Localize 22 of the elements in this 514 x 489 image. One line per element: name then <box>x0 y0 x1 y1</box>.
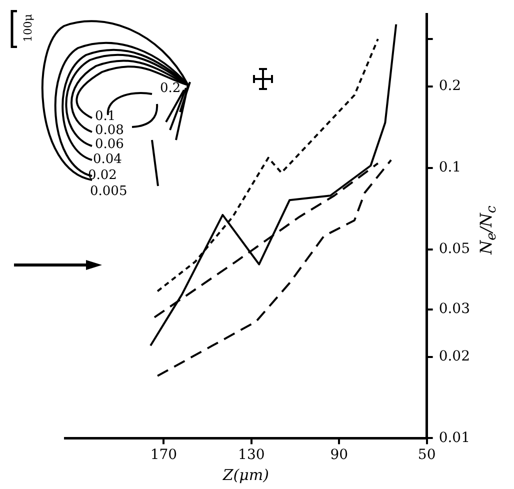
y-tick-label: 0.2 <box>438 78 462 94</box>
x-tick-label: 50 <box>418 447 436 464</box>
annotation: 0.04 <box>93 152 122 167</box>
line-series <box>156 38 379 292</box>
x-axis-title: Z(μm) <box>222 466 270 484</box>
x-tick-label: 170 <box>150 447 178 464</box>
annotation: 0.1 <box>95 109 116 124</box>
y-tick-label: 0.1 <box>438 160 462 176</box>
x-tick-label: 130 <box>238 447 265 464</box>
annotation: 0.06 <box>95 137 124 152</box>
y-tick-label: 0.02 <box>438 348 470 364</box>
annotation: 0.02 <box>88 168 117 183</box>
annotation: 0.08 <box>95 123 124 138</box>
y-tick-label: 0.01 <box>438 430 470 446</box>
annotation: 0.2 <box>160 81 181 96</box>
line-series <box>153 162 379 318</box>
x-tick-label: 90 <box>330 447 348 464</box>
annotation: 0.005 <box>90 184 128 199</box>
text: 100μ <box>22 14 34 42</box>
line-series <box>156 159 392 377</box>
y-tick-label: 0.03 <box>438 300 470 317</box>
y-tick-label: 0.05 <box>438 240 470 257</box>
